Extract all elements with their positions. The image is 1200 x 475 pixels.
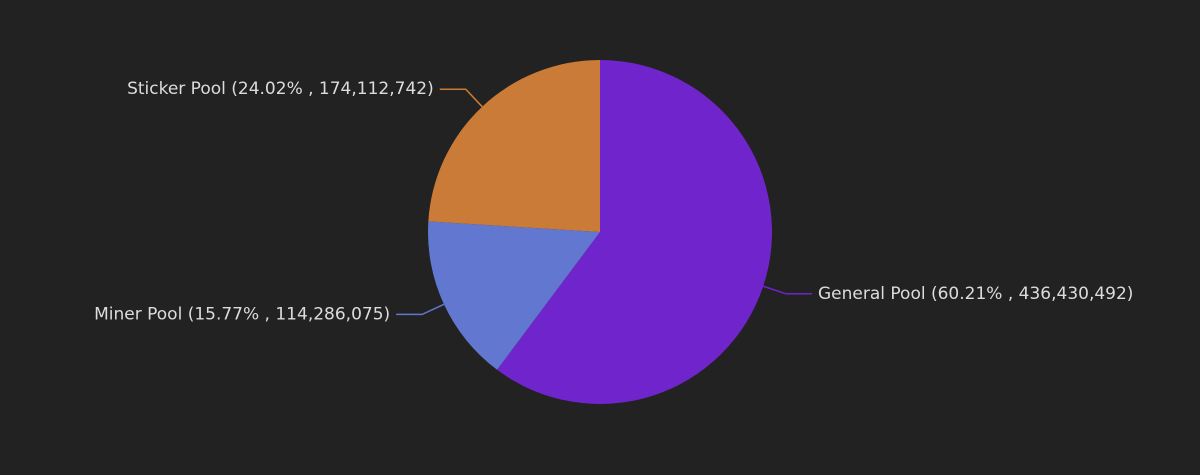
slice-name: Miner Pool (94, 304, 182, 324)
slice-name: Sticker Pool (127, 79, 226, 99)
slice-label: General Pool (60.21% , 436,430,492) (818, 284, 1133, 304)
slice-label: Miner Pool (15.77% , 114,286,075) (94, 304, 390, 324)
slice-value: (15.77% , 114,286,075) (188, 304, 390, 324)
slice-value: (24.02% , 174,112,742) (231, 79, 433, 99)
slice-label: Sticker Pool (24.02% , 174,112,742) (127, 79, 434, 99)
slice-name: General Pool (818, 284, 926, 304)
leader-line (762, 285, 813, 295)
pie-slice (428, 60, 600, 232)
slice-value: (60.21% , 436,430,492) (931, 284, 1133, 304)
pie-slice (497, 60, 772, 404)
pie-slice (428, 221, 600, 370)
leader-line (439, 88, 483, 108)
leader-line (396, 303, 445, 316)
